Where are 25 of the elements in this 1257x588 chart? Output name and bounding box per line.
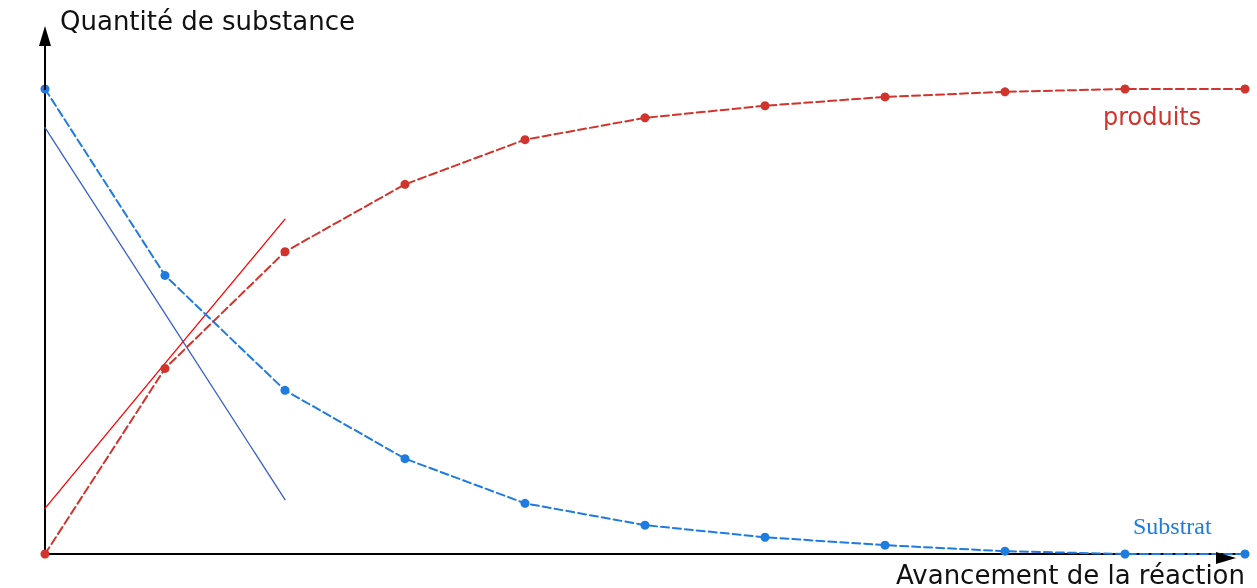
point xyxy=(520,135,530,145)
point xyxy=(160,363,170,373)
point xyxy=(400,454,410,464)
point xyxy=(520,498,530,508)
x-axis-title: Avancement de la réaction xyxy=(896,560,1245,588)
point xyxy=(1240,549,1250,559)
point xyxy=(160,270,170,280)
point xyxy=(1120,84,1130,94)
point xyxy=(760,532,770,542)
series-label: Substrat xyxy=(1133,513,1212,539)
point xyxy=(1240,84,1250,94)
point xyxy=(1000,546,1010,556)
point xyxy=(40,549,50,559)
y-axis-title: Quantité de substance xyxy=(60,6,355,36)
point xyxy=(880,92,890,102)
series-label: produits xyxy=(1103,103,1202,131)
point xyxy=(1120,549,1130,559)
point xyxy=(280,385,290,395)
point xyxy=(880,540,890,550)
point xyxy=(400,179,410,189)
point xyxy=(280,247,290,257)
point xyxy=(640,113,650,123)
point xyxy=(640,520,650,530)
point xyxy=(1000,87,1010,97)
point xyxy=(760,101,770,111)
